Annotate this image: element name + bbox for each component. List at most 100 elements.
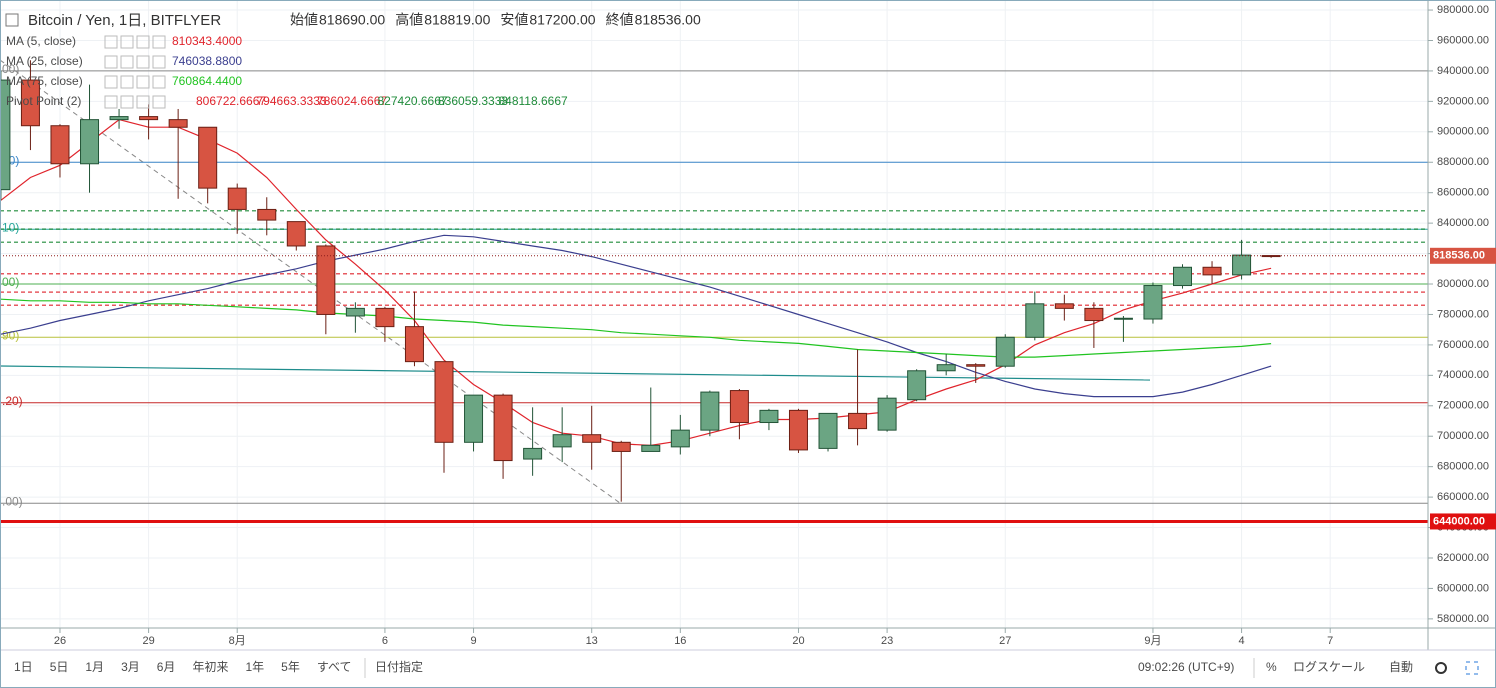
range-button[interactable]: 1年 (245, 660, 264, 674)
candle-body (1143, 285, 1163, 320)
candle-body (109, 116, 129, 121)
candle-body (227, 187, 247, 210)
candle-body (345, 307, 365, 317)
range-button[interactable]: 5日 (50, 660, 69, 674)
candle-body (316, 245, 336, 315)
indicator-icon[interactable] (120, 35, 134, 49)
candle-body (788, 409, 808, 451)
y-tick-label: 580000.00 (1437, 613, 1489, 625)
x-tick-label: 29 (142, 635, 154, 647)
level-label: 00) (2, 275, 19, 289)
range-button[interactable]: 年初来 (192, 660, 228, 674)
level-label: .20) (2, 394, 23, 408)
ohlc-value: 818536.00 (635, 12, 701, 28)
y-tick-label: 980000.00 (1437, 4, 1489, 16)
last-price-label: 818536.00 (1433, 250, 1485, 262)
indicator-icon[interactable] (104, 35, 118, 49)
date-picker[interactable]: 日付指定 (375, 659, 423, 674)
indicator-icon[interactable] (104, 75, 118, 89)
indicator-icon[interactable] (152, 75, 166, 89)
indicator-icon[interactable] (136, 35, 150, 49)
indicator-icon[interactable] (120, 75, 134, 89)
ohlc-label: 始値 (290, 12, 318, 28)
y-tick-label: 720000.00 (1437, 400, 1489, 412)
ohlc-label: 終値 (606, 12, 634, 28)
y-tick-label: 600000.00 (1437, 582, 1489, 594)
indicator-value: 806722.6667 (196, 94, 266, 108)
indicator-icon[interactable] (104, 95, 118, 109)
x-tick-label: 26 (54, 635, 66, 647)
settings-icon[interactable] (1435, 662, 1447, 674)
y-tick-label: 960000.00 (1437, 34, 1489, 46)
moving-average-line (0, 234, 1272, 398)
candle-body (404, 326, 424, 363)
candle-body (1202, 266, 1222, 276)
range-button[interactable]: 1日 (14, 660, 33, 674)
candle-body (641, 444, 661, 452)
level-label: 00) (2, 62, 19, 76)
range-button[interactable]: 3月 (121, 660, 140, 674)
y-tick-label: 800000.00 (1437, 278, 1489, 290)
candle-body (168, 119, 188, 128)
y-tick-label: 680000.00 (1437, 461, 1489, 473)
fullscreen-icon[interactable] (1465, 661, 1479, 675)
candle-body (670, 429, 690, 448)
candle-body (1232, 254, 1252, 276)
indicator-icon[interactable] (152, 95, 166, 109)
x-tick-label: 6 (382, 635, 388, 647)
y-tick-label: 920000.00 (1437, 95, 1489, 107)
candle-body (493, 394, 513, 462)
last-price-box (1430, 247, 1496, 264)
chart-title: Bitcoin / Yen, 1日, BITFLYER (28, 12, 221, 29)
y-tick-label: 860000.00 (1437, 187, 1489, 199)
y-tick-label: 900000.00 (1437, 126, 1489, 138)
indicator-icon[interactable] (152, 35, 166, 49)
indicator-name: MA (75, close) (6, 74, 83, 88)
y-tick-label: 740000.00 (1437, 369, 1489, 381)
indicator-icon[interactable] (152, 55, 166, 69)
candle-body (552, 434, 572, 448)
toolbar: 日付指定 09:02:26 (UTC+9) % ログスケール 自動 1日 5日 1月… (14, 658, 1479, 678)
candle-body (286, 221, 306, 247)
range-button[interactable]: すべて (317, 660, 352, 674)
candle-body (729, 390, 749, 424)
indicator-value: 848118.6667 (499, 94, 569, 108)
moving-average-line (0, 298, 1272, 358)
indicator-value: 827420.6667 (378, 94, 448, 108)
support-price-label: 644000.00 (1433, 515, 1485, 527)
indicator-icon[interactable] (120, 55, 134, 69)
auto-toggle[interactable]: 自動 (1389, 660, 1413, 674)
indicator-icon[interactable] (136, 95, 150, 109)
percent-toggle[interactable]: % (1266, 660, 1277, 674)
candle-body (80, 119, 100, 165)
indicator-icon[interactable] (136, 55, 150, 69)
candle-body (611, 441, 631, 452)
x-tick-label: 23 (881, 635, 893, 647)
range-button[interactable]: 1月 (85, 660, 104, 674)
indicator-icon[interactable] (120, 95, 134, 109)
range-button[interactable]: 6月 (157, 660, 176, 674)
candle-body (1084, 307, 1104, 322)
axes: 580000.00600000.00620000.00640000.006600… (54, 4, 1496, 647)
candle-body (966, 364, 986, 367)
trend-line (0, 59, 621, 504)
indicator-value: 746038.8800 (172, 54, 242, 68)
candle-body (700, 391, 720, 431)
candle-body (759, 409, 779, 424)
y-tick-label: 880000.00 (1437, 156, 1489, 168)
y-tick-label: 940000.00 (1437, 65, 1489, 77)
indicator-name: MA (5, close) (6, 34, 76, 48)
indicator-value: 760864.4400 (172, 74, 242, 88)
level-label: .00) (2, 494, 23, 508)
log-scale-toggle[interactable]: ログスケール (1293, 660, 1365, 674)
candle-body (936, 364, 956, 372)
x-tick-label: 9月 (1144, 635, 1161, 647)
candle-body (1113, 317, 1133, 320)
indicator-icon[interactable] (104, 55, 118, 69)
candle-body (434, 361, 454, 443)
x-tick-label: 16 (674, 635, 686, 647)
range-button[interactable]: 5年 (281, 660, 300, 674)
collapse-icon[interactable] (5, 13, 19, 27)
clock: 09:02:26 (UTC+9) (1138, 660, 1234, 674)
indicator-icon[interactable] (136, 75, 150, 89)
